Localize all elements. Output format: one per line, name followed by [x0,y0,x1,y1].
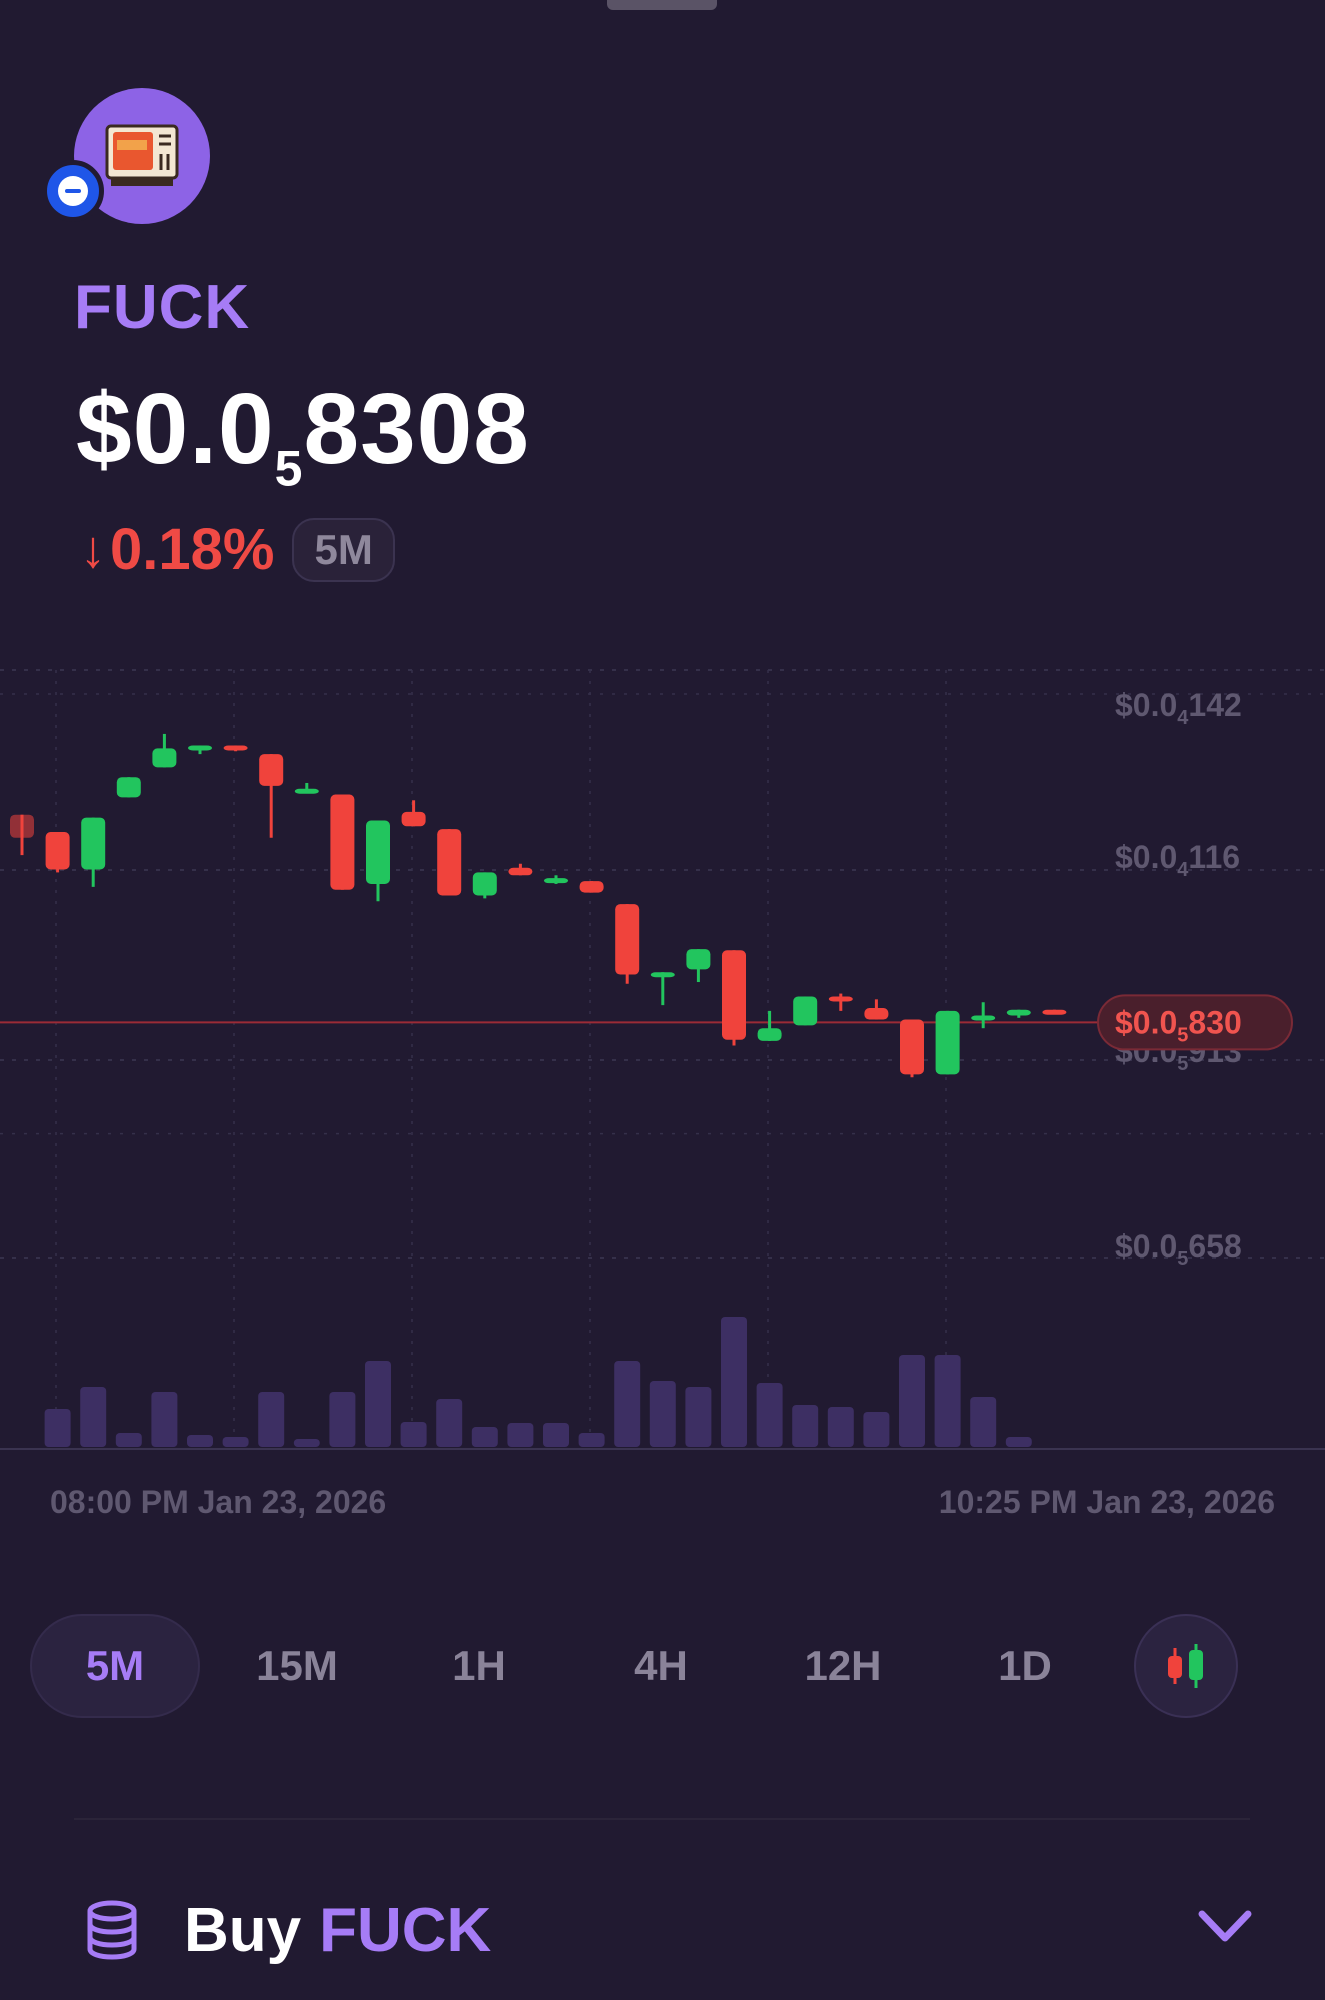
volume-bar [649,1381,676,1447]
volume-bar [507,1423,534,1447]
volume-bar [293,1439,320,1447]
buy-section-header[interactable]: Buy FUCK [74,1880,1254,1980]
volume-bar [1005,1437,1032,1447]
price-change-row: ↓ 0.18% 5M [80,516,395,583]
candle [1042,1009,1067,1015]
candle [294,782,319,794]
sheet-drag-handle[interactable] [607,0,717,10]
candle [579,881,604,893]
coin-stack-icon [87,1900,137,1960]
volume-bar [187,1435,213,1447]
token-price: $0.058308 [76,373,530,497]
candle [45,832,70,873]
volume-bar [899,1355,925,1447]
volume-bar [44,1409,71,1447]
candle [757,1010,782,1041]
volume-bar [543,1423,569,1447]
candle [472,872,497,899]
volume-bar [436,1399,463,1447]
change-interval-badge: 5M [292,517,395,582]
volume-bar [614,1361,641,1447]
volume-bar [756,1383,783,1447]
candle [116,777,141,798]
candle [971,1002,996,1029]
volume-bar [578,1433,605,1447]
candle [900,1019,924,1078]
price-chart[interactable]: $0.04142$0.04116$0.05913$0.05658$0.05830 [0,650,1325,1460]
token-symbol: FUCK [74,273,251,342]
candle [81,817,106,887]
volume-bar [115,1433,142,1447]
candle [650,972,675,1006]
y-axis-label: $0.04142 [1115,687,1242,729]
volume-bar [792,1405,819,1447]
volume-bar [685,1387,712,1447]
volume-bar [970,1397,997,1447]
current-price-label: $0.05830 [1115,1004,1242,1046]
arrow-down-icon: ↓ [80,520,106,579]
candle [935,1010,960,1075]
timeframe-1h[interactable]: 1H [452,1642,506,1689]
candle [401,800,426,827]
candle [330,794,355,890]
volume-bar [934,1355,961,1447]
timeframe-12h[interactable]: 12H [804,1642,882,1689]
candle [10,814,34,856]
candle [864,999,889,1020]
volume-bar [721,1317,747,1447]
candle [544,875,568,884]
candle [1006,1009,1031,1018]
volume-bar [400,1422,427,1447]
candlestick-icon [1168,1644,1203,1688]
timeframe-selector: 5M 15M 1H 4H 12H 1D [30,1614,1250,1718]
volume-bar [258,1392,285,1447]
chain-minus-icon [42,160,104,222]
retro-computer-icon [105,124,179,186]
x-axis-start-label: 08:00 PM Jan 23, 2026 [50,1484,387,1520]
current-price-tag [1097,994,1293,1051]
volume-bar [222,1437,249,1447]
candle [366,820,390,902]
volume-bar [80,1387,107,1447]
timeframe-1d[interactable]: 1D [998,1642,1052,1689]
x-axis-end-label: 10:25 PM Jan 23, 2026 [938,1484,1275,1520]
volume-bar [471,1427,498,1447]
price-change: ↓ 0.18% [80,516,274,583]
timeframe-4h[interactable]: 4H [634,1642,688,1689]
volume-bar [151,1392,178,1447]
volume-bar [329,1392,356,1447]
y-axis-label: $0.05658 [1115,1228,1242,1270]
volume-bar [365,1361,391,1447]
candle [188,745,212,755]
candle [722,950,746,1046]
candle [223,745,248,752]
section-divider [74,1818,1250,1820]
candle [686,949,711,983]
y-axis-label: $0.04116 [1115,839,1240,881]
candle [437,829,462,896]
volume-bar [863,1412,890,1447]
candle [152,733,177,768]
chevron-down-icon[interactable] [1196,1906,1254,1946]
chart-type-toggle[interactable] [1134,1614,1238,1718]
candle [508,863,533,876]
candle [615,904,640,984]
candle [828,993,853,1011]
timeframe-5m[interactable]: 5M [30,1614,200,1718]
candle [793,996,818,1026]
volume-bar [827,1407,854,1447]
candle [259,754,284,838]
buy-title: Buy FUCK [184,1895,492,1965]
price-change-value: 0.18% [110,517,275,582]
timeframe-15m[interactable]: 15M [256,1642,338,1689]
